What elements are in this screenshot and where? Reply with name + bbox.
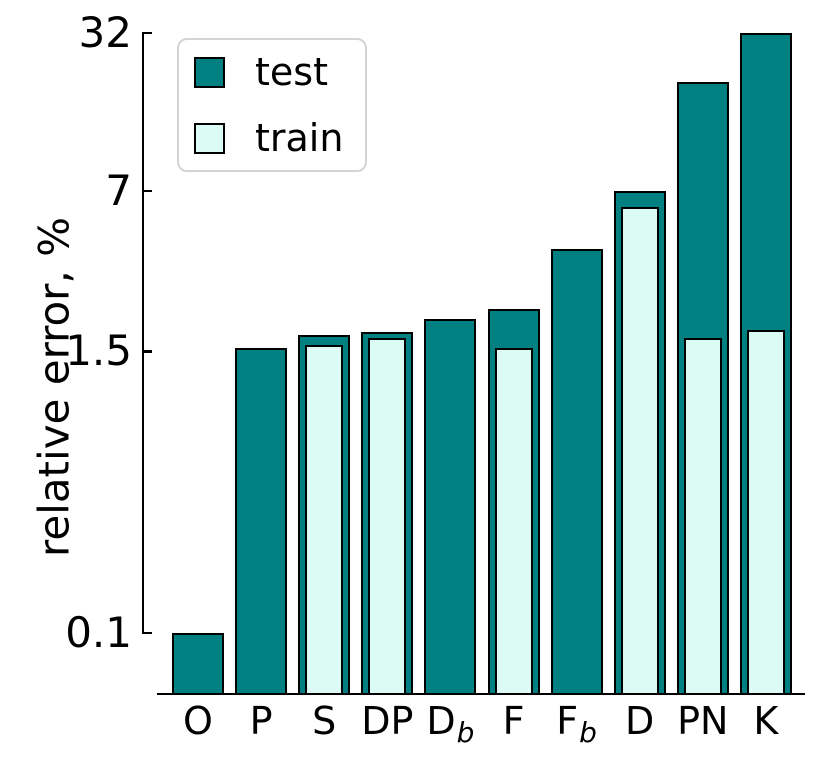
x-tick-label-K: K bbox=[753, 699, 779, 743]
bar-test-P bbox=[235, 347, 288, 695]
y-tick-label-7: 7 bbox=[105, 166, 132, 216]
x-label-subscript: b bbox=[579, 716, 597, 749]
y-tick-mark bbox=[143, 189, 152, 193]
legend-item-train: train bbox=[194, 119, 365, 157]
y-tick-mark bbox=[143, 631, 152, 635]
legend-item-test: test bbox=[194, 53, 365, 91]
legend-label-train: train bbox=[255, 116, 344, 160]
x-tick-label-DP: DP bbox=[361, 699, 414, 743]
x-tick-label-S: S bbox=[312, 699, 337, 743]
y-tick-mark bbox=[143, 350, 152, 353]
x-tick-label-PN: PN bbox=[677, 699, 729, 743]
x-tick-label-P: P bbox=[249, 699, 273, 743]
y-tick-mark bbox=[143, 31, 152, 35]
y-tick-label-0.1: 0.1 bbox=[65, 608, 132, 657]
bar-train-S bbox=[305, 344, 344, 695]
x-tick-label-D: D bbox=[625, 699, 655, 743]
x-tick-label-O: O bbox=[183, 699, 213, 743]
bar-test-O bbox=[172, 633, 224, 695]
bar-train-D bbox=[620, 207, 659, 695]
legend-swatch-test-icon bbox=[194, 56, 225, 88]
bar-train-F bbox=[494, 347, 533, 695]
bar-test-Db bbox=[424, 318, 477, 695]
x-label-subscript: b bbox=[456, 716, 475, 749]
x-tick-label-Fb: Fb bbox=[556, 699, 597, 749]
x-tick-label-F: F bbox=[502, 699, 525, 743]
y-tick-label-1.5: 1.5 bbox=[65, 326, 132, 376]
bar-train-PN bbox=[683, 338, 722, 695]
y-axis-spine bbox=[141, 31, 144, 635]
x-tick-label-Db: Db bbox=[426, 699, 475, 749]
legend-label-test: test bbox=[255, 50, 328, 94]
legend: test train bbox=[177, 38, 367, 172]
legend-swatch-train-icon bbox=[194, 122, 225, 154]
bar-train-DP bbox=[368, 338, 407, 695]
y-tick-label-32: 32 bbox=[78, 8, 132, 58]
bar-train-K bbox=[746, 329, 785, 695]
bar-test-Fb bbox=[550, 249, 603, 695]
x-axis-line bbox=[157, 692, 805, 696]
